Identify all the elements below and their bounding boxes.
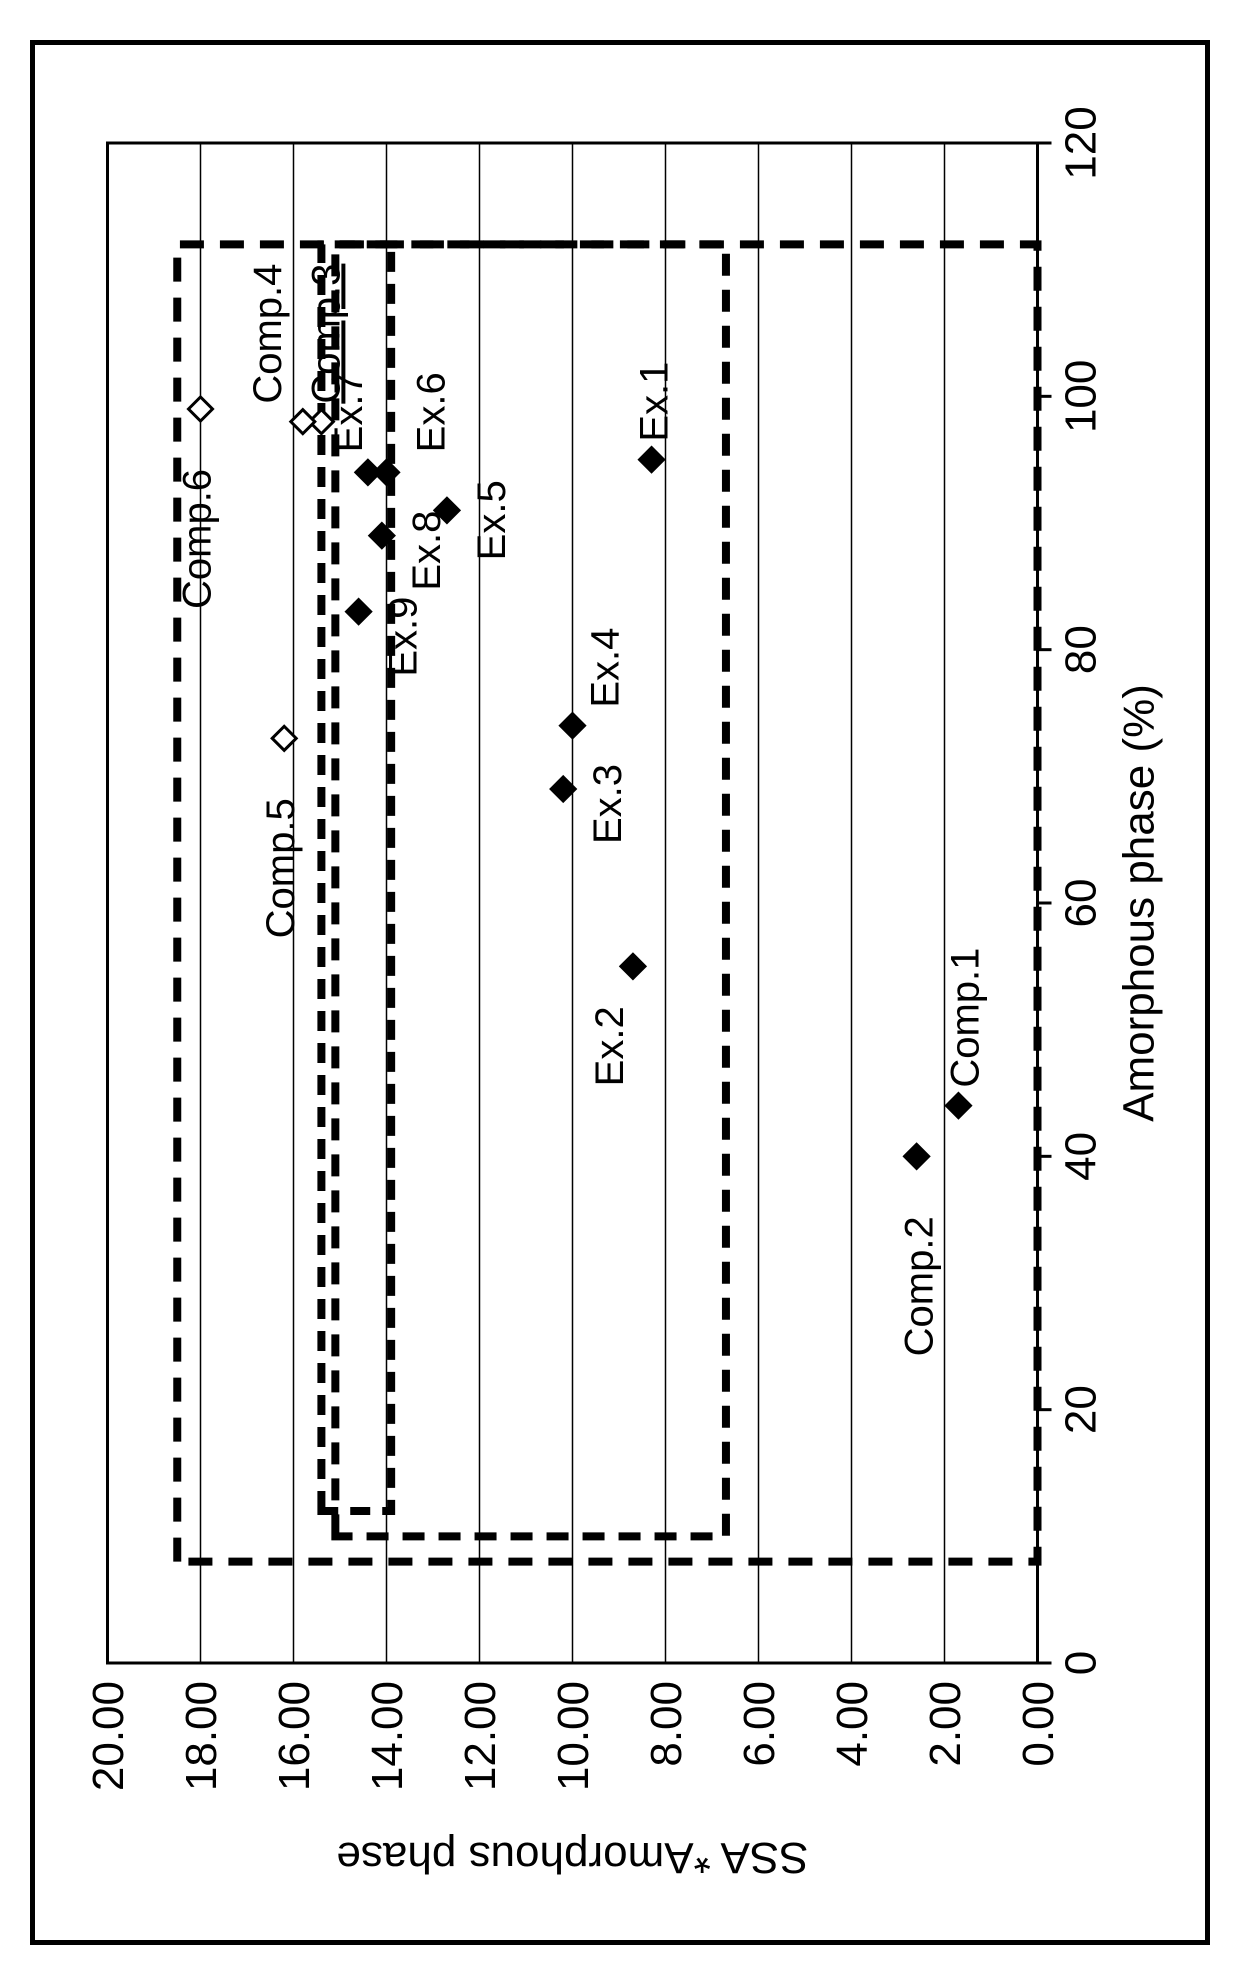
data-label: Ex.1 (633, 361, 677, 441)
data-label: Ex.6 (410, 372, 454, 452)
x-axis-label: Amorphous phase (%) (1115, 684, 1164, 1122)
x-tick-label: 20 (1057, 1385, 1106, 1434)
y-tick-label: 0.00 (1014, 1681, 1063, 1767)
data-label: Ex.2 (588, 1006, 632, 1086)
y-axis-label: SSA *Amorphous phase (336, 1833, 808, 1882)
y-tick-label: 8.00 (642, 1681, 691, 1767)
y-tick-label: 2.00 (921, 1681, 970, 1767)
data-label: Comp.3 (304, 263, 348, 403)
x-tick-label: 80 (1057, 625, 1106, 674)
data-label: Ex.5 (470, 480, 514, 560)
data-label: Comp.4 (246, 263, 290, 403)
y-tick-label: 14.00 (363, 1681, 412, 1791)
data-label: Ex.4 (584, 627, 628, 707)
data-label: Ex.3 (586, 763, 630, 843)
y-tick-label: 12.00 (456, 1681, 505, 1791)
data-label: Comp.2 (898, 1216, 942, 1356)
y-tick-label: 10.00 (549, 1681, 598, 1791)
x-tick-label: 40 (1057, 1131, 1106, 1180)
data-label: Ex.8 (405, 510, 449, 590)
x-tick-label: 60 (1057, 878, 1106, 927)
chart-rotator: 0 20 40 60 80 100 120 Amorphous phase (%) 0.00 2.… (68, 93, 1173, 1893)
data-label: Ex.9 (382, 596, 426, 676)
y-tick-label: 16.00 (270, 1681, 319, 1791)
y-tick-label: 6.00 (735, 1681, 784, 1767)
data-label: Comp.5 (259, 798, 303, 938)
y-tick-label: 20.00 (84, 1681, 133, 1791)
data-label: Comp.6 (176, 468, 220, 608)
y-tick-label: 18.00 (177, 1681, 226, 1791)
data-label: Comp.1 (943, 947, 987, 1087)
x-tick-label: 100 (1057, 359, 1106, 432)
scatter-chart: 0 20 40 60 80 100 120 Amorphous phase (%) 0.00 2.… (68, 93, 1168, 1893)
y-tick-label: 4.00 (828, 1681, 877, 1767)
x-tick-label: 0 (1057, 1650, 1106, 1674)
x-tick-label: 120 (1057, 106, 1106, 179)
